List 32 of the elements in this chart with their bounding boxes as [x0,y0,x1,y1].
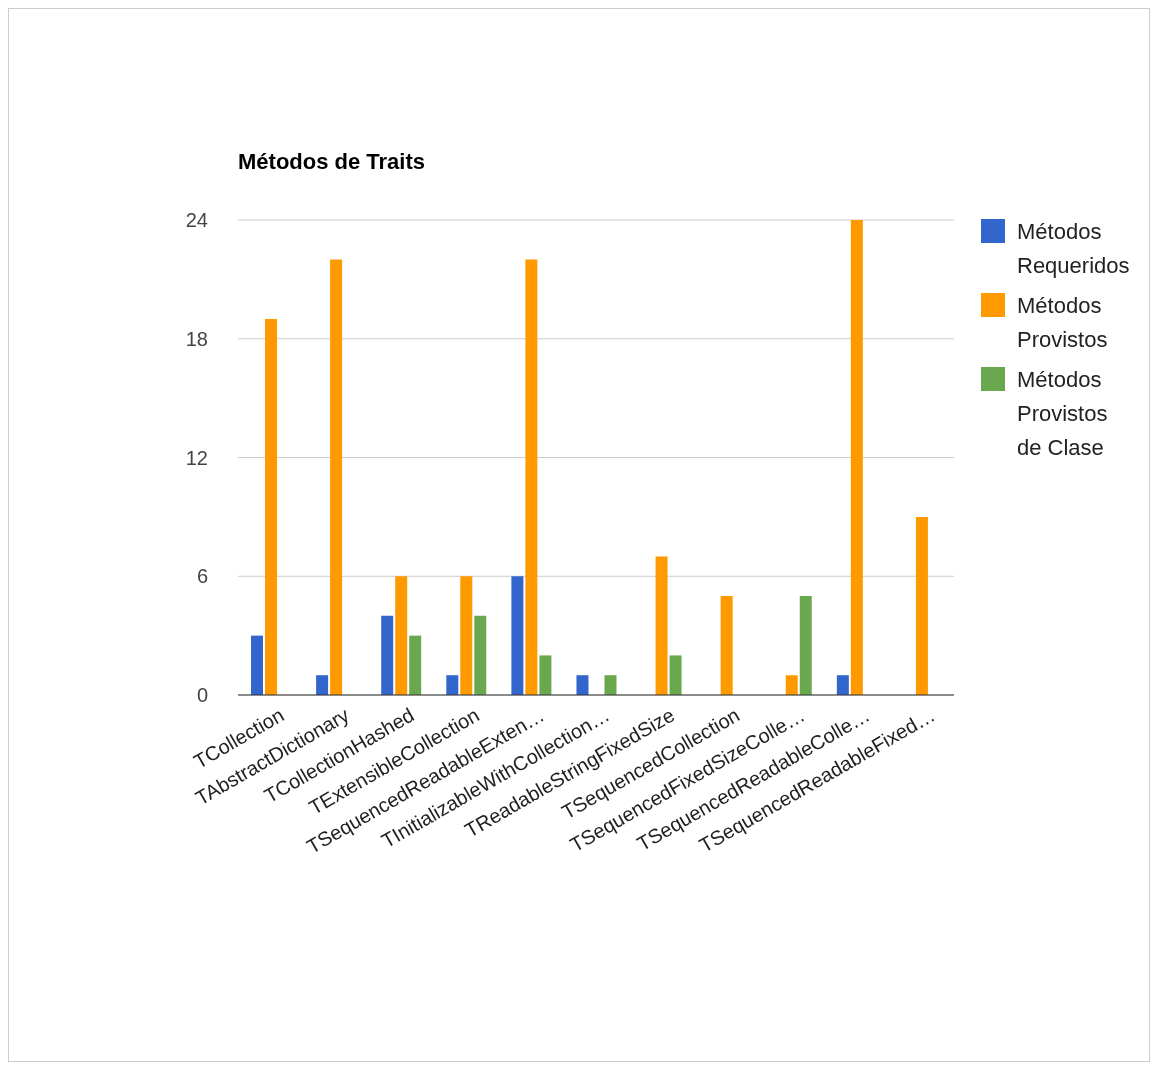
bar [381,615,394,695]
bar [395,576,408,695]
chart-title: Métodos de Traits [238,149,426,175]
bar [539,655,552,695]
bar [669,655,682,695]
bar [655,556,668,695]
legend-label: Métodos Requeridos [1017,218,1131,280]
bar [330,259,343,695]
legend-label: Métodos Provistos [1017,292,1109,354]
bar [265,318,278,695]
bar [604,675,617,695]
bar [251,635,264,695]
y-tick-label: 6 [196,565,208,588]
bar [446,675,459,695]
y-tick-label: 18 [185,327,208,350]
bar [720,596,733,695]
bar [785,675,798,695]
bar [799,596,812,695]
y-tick-label: 12 [185,446,208,469]
legend-label: Métodos Provistos de Clase [1017,366,1109,462]
bar [836,675,849,695]
bar [915,516,928,695]
bar [460,576,473,695]
y-tick-label: 24 [185,209,208,232]
y-tick-label: 0 [196,684,208,707]
bar [850,220,863,695]
bar [474,615,487,695]
bar [525,259,538,695]
bar [316,675,329,695]
bar [576,675,589,695]
bar [409,635,422,695]
bar [511,576,524,695]
